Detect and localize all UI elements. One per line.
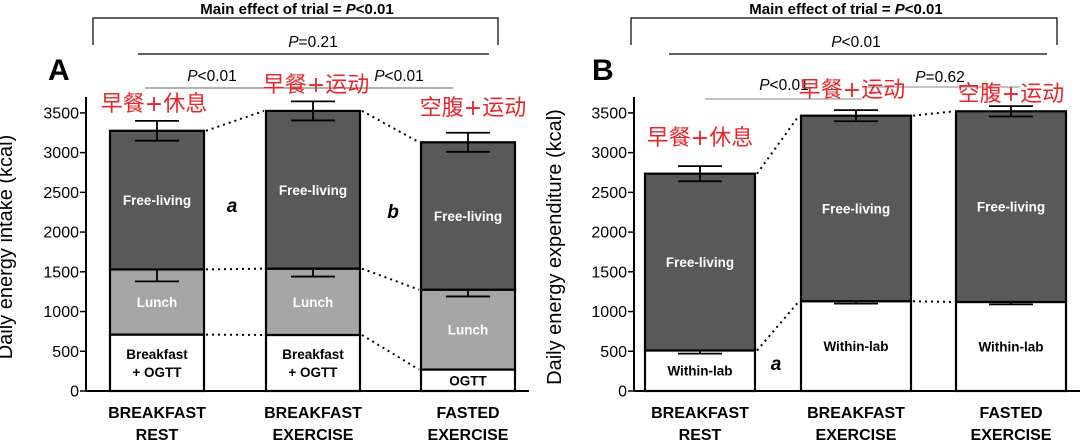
panel-a-left-p: P<0.01 bbox=[187, 68, 237, 85]
panel-a-main-bracket bbox=[92, 17, 499, 45]
bar-segment bbox=[108, 333, 206, 393]
panel-b-left-p: P<0.01 bbox=[759, 77, 809, 94]
y-tick-label: 1500 bbox=[591, 264, 627, 281]
cn-annotation: 早餐+休息 bbox=[647, 126, 753, 151]
segment-label: Free-living bbox=[279, 183, 347, 198]
category-label: BREAKFAST bbox=[651, 405, 749, 422]
category-label: BREAKFAST bbox=[807, 405, 905, 422]
segment-label: Free-living bbox=[434, 209, 502, 224]
bar-segment bbox=[643, 172, 757, 352]
segment-label: Free-living bbox=[123, 193, 191, 208]
y-tick-label: 1000 bbox=[43, 304, 79, 321]
panel-b-outer-p: P<0.01 bbox=[831, 34, 881, 51]
dotted-connector bbox=[361, 334, 420, 371]
category-label: FASTED bbox=[436, 405, 499, 422]
category-label: EXERCISE bbox=[971, 427, 1052, 444]
segment-label: Free-living bbox=[666, 255, 734, 270]
dotted-connector bbox=[205, 267, 265, 271]
bar-segment bbox=[108, 129, 206, 271]
y-tick-label: 1500 bbox=[43, 264, 79, 281]
dotted-connector bbox=[912, 110, 955, 117]
segment-label: Free-living bbox=[822, 201, 890, 216]
bar-segment bbox=[264, 267, 362, 337]
segment-label: + OGTT bbox=[132, 365, 182, 380]
segment-label: Lunch bbox=[137, 295, 178, 310]
dotted-connector bbox=[361, 267, 420, 291]
y-tick-label: 3000 bbox=[43, 145, 79, 162]
segment-label: Within-lab bbox=[667, 364, 732, 379]
panel-b-ylabel: Daily energy expenditure (kcal) bbox=[544, 109, 566, 385]
segment-label: Within-lab bbox=[978, 340, 1043, 355]
panel-a-plot: 0 500 1000 1500 2000 2500 3000 3500 Breakfast + O… bbox=[43, 73, 529, 444]
category-label: BREAKFAST bbox=[108, 405, 206, 422]
dotted-connector bbox=[361, 110, 420, 144]
category-label: EXERCISE bbox=[428, 427, 509, 444]
y-tick-label: 500 bbox=[52, 344, 79, 361]
cn-annotation: 早餐+运动 bbox=[263, 73, 369, 98]
cn-annotation: 空腹+运动 bbox=[420, 96, 526, 121]
category-label: EXERCISE bbox=[816, 427, 897, 444]
category-label: REST bbox=[136, 427, 179, 444]
segment-label: + OGTT bbox=[288, 365, 338, 380]
significance-letter: a bbox=[227, 196, 238, 217]
panel-a-main-effect: Main effect of trial = P<0.01 bbox=[200, 1, 393, 18]
cn-annotation: 空腹+运动 bbox=[958, 82, 1064, 107]
dotted-connector bbox=[912, 300, 955, 304]
y-tick-label: 1000 bbox=[591, 304, 627, 321]
bar-segment bbox=[643, 349, 757, 393]
panel-b-main-bracket bbox=[630, 17, 1058, 45]
dotted-connector bbox=[756, 115, 800, 175]
y-tick-label: 3000 bbox=[591, 145, 627, 162]
dotted-connector bbox=[205, 109, 265, 132]
dotted-connector bbox=[756, 300, 800, 352]
y-tick-label: 0 bbox=[618, 384, 627, 401]
y-tick-label: 3500 bbox=[591, 105, 627, 122]
significance-letter: a bbox=[771, 354, 782, 375]
y-tick-label: 0 bbox=[70, 384, 79, 401]
panel-a-letter: A bbox=[48, 54, 70, 87]
panel-a-outer-p: P=0.21 bbox=[288, 34, 338, 51]
bar-segment bbox=[799, 114, 913, 303]
segment-label: Within-lab bbox=[823, 339, 888, 354]
category-label: REST bbox=[679, 427, 722, 444]
y-tick-label: 2000 bbox=[43, 225, 79, 242]
segment-label: Lunch bbox=[448, 323, 489, 338]
category-label: EXERCISE bbox=[273, 427, 354, 444]
bar-segment bbox=[799, 300, 913, 393]
panel-a-ylabel: Daily energy intake (kcal) bbox=[0, 135, 17, 360]
segment-label: Free-living bbox=[977, 200, 1045, 215]
y-tick-label: 3500 bbox=[43, 105, 79, 122]
panel-b-main-effect: Main effect of trial = P<0.01 bbox=[749, 1, 942, 18]
panel-b-right-p: P=0.62 bbox=[915, 69, 965, 86]
cn-annotation: 早餐+休息 bbox=[101, 92, 207, 117]
panel-a-right-p: P<0.01 bbox=[374, 68, 424, 85]
y-tick-label: 500 bbox=[600, 344, 627, 361]
panel-b: B Daily energy expenditure (kcal) Main e… bbox=[544, 1, 1080, 444]
y-tick-label: 2500 bbox=[43, 185, 79, 202]
category-label: FASTED bbox=[979, 405, 1042, 422]
bar-segment bbox=[264, 109, 362, 270]
bar-segment bbox=[108, 268, 206, 336]
bar-segment bbox=[419, 288, 517, 371]
panel-a: A Daily energy intake (kcal) Main effect… bbox=[0, 1, 529, 444]
y-tick-label: 2000 bbox=[591, 225, 627, 242]
segment-label: Breakfast bbox=[126, 347, 188, 362]
segment-label: Breakfast bbox=[282, 347, 344, 362]
segment-label: OGTT bbox=[449, 373, 487, 388]
panel-b-letter: B bbox=[592, 54, 614, 87]
panel-b-plot: 0 500 1000 1500 2000 2500 3000 3500 Within-lab Fr… bbox=[591, 78, 1080, 444]
segment-label: Lunch bbox=[293, 295, 334, 310]
category-label: BREAKFAST bbox=[264, 405, 362, 422]
bar-segment bbox=[264, 333, 362, 393]
y-tick-label: 2500 bbox=[591, 185, 627, 202]
cn-annotation: 早餐+运动 bbox=[799, 78, 905, 103]
bar-segment bbox=[954, 300, 1068, 393]
significance-letter: b bbox=[387, 202, 399, 223]
